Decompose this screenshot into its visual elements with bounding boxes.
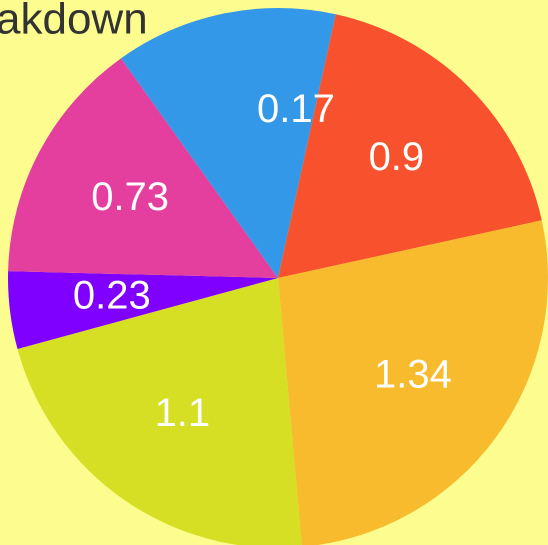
- data-label: 0.73: [91, 175, 169, 219]
- data-label: 0.17: [257, 87, 335, 131]
- pie-slice: [8, 58, 279, 279]
- pie-slice: [7, 271, 278, 349]
- pie-slice: [278, 8, 336, 278]
- data-label: 0.23: [73, 274, 151, 318]
- pie-slice: [17, 278, 302, 545]
- chart-title: akdown: [0, 0, 148, 44]
- pie-slice: [278, 14, 542, 279]
- data-label: 1.34: [374, 353, 452, 397]
- pie-slice: [120, 8, 278, 278]
- data-label: 1.1: [155, 391, 211, 435]
- data-label: 0.9: [369, 135, 425, 179]
- pie-slice: [278, 220, 548, 545]
